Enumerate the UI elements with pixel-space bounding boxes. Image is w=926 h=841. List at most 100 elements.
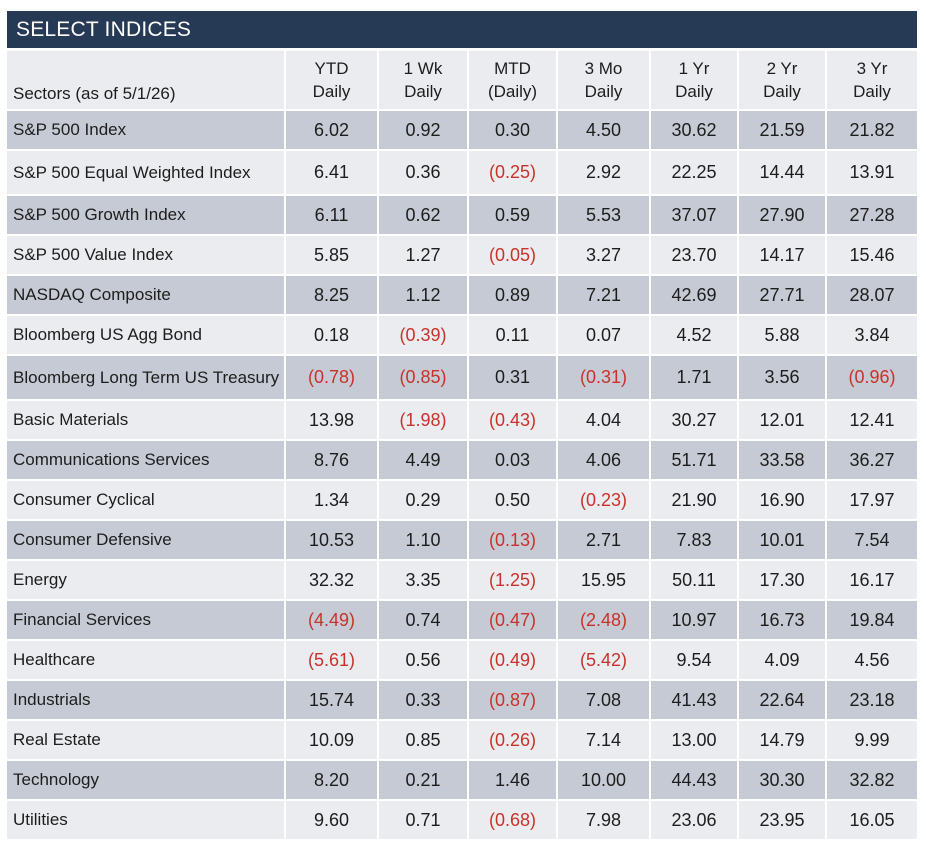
table-cell: 0.21: [379, 761, 469, 801]
table-cell: 13.91: [827, 151, 917, 196]
table-cell: 23.70: [651, 236, 739, 276]
table-cell: 8.76: [286, 441, 379, 481]
table-cell: 4.04: [558, 401, 651, 441]
table-cell: 4.50: [558, 111, 651, 151]
table-cell: 30.27: [651, 401, 739, 441]
table-cell: 21.82: [827, 111, 917, 151]
row-label: Energy: [7, 561, 286, 601]
table-cell: 17.30: [739, 561, 827, 601]
table-cell: 0.56: [379, 641, 469, 681]
table-cell: 6.11: [286, 196, 379, 236]
table-cell: 0.74: [379, 601, 469, 641]
table-cell: 4.09: [739, 641, 827, 681]
row-label: Bloomberg US Agg Bond: [7, 316, 286, 356]
table-cell: 6.02: [286, 111, 379, 151]
table-cell: 50.11: [651, 561, 739, 601]
table-cell: 13.00: [651, 721, 739, 761]
table-cell: 3.84: [827, 316, 917, 356]
table-cell: 27.90: [739, 196, 827, 236]
table-cell: 21.59: [739, 111, 827, 151]
table-cell: 23.95: [739, 801, 827, 841]
table-row: Real Estate 10.09 0.85 (0.26) 7.14 13.00 14.79…: [7, 721, 917, 761]
table-cell: 1.34: [286, 481, 379, 521]
table-cell: (0.49): [469, 641, 558, 681]
panel-title: SELECT INDICES: [16, 17, 192, 41]
table-row: Consumer Defensive 10.53 1.10 (0.13) 2.71 7.8…: [7, 521, 917, 561]
table-cell: 8.20: [286, 761, 379, 801]
table-row: S&P 500 Equal Weighted Index 6.41 0.36 (0.2…: [7, 151, 917, 196]
table-cell: (0.13): [469, 521, 558, 561]
table-cell: 23.06: [651, 801, 739, 841]
table-cell: 27.28: [827, 196, 917, 236]
table-row: S&P 500 Growth Index 6.11 0.62 0.59 5.53 37.0…: [7, 196, 917, 236]
table-cell: (0.96): [827, 356, 917, 401]
table-cell: (1.98): [379, 401, 469, 441]
table-cell: 15.95: [558, 561, 651, 601]
table-cell: 7.83: [651, 521, 739, 561]
column-header: 1 Wk Daily: [379, 51, 469, 111]
row-label: Utilities: [7, 801, 286, 841]
table-cell: 0.50: [469, 481, 558, 521]
column-header: 3 Mo Daily: [558, 51, 651, 111]
table-cell: 12.01: [739, 401, 827, 441]
table-row: S&P 500 Value Index 5.85 1.27 (0.05) 3.27 23.…: [7, 236, 917, 276]
row-label: Basic Materials: [7, 401, 286, 441]
table-cell: 0.31: [469, 356, 558, 401]
table-cell: 44.43: [651, 761, 739, 801]
table-cell: 1.27: [379, 236, 469, 276]
table-cell: 0.29: [379, 481, 469, 521]
table-row: Technology 8.20 0.21 1.46 10.00 44.43 30.30 32.…: [7, 761, 917, 801]
table-cell: 17.97: [827, 481, 917, 521]
table-cell: 14.44: [739, 151, 827, 196]
indices-table: Sectors (as of 5/1/26) YTD Daily 1 Wk Daily…: [7, 51, 917, 841]
table-cell: 14.17: [739, 236, 827, 276]
table-cell: 0.07: [558, 316, 651, 356]
table-cell: 0.30: [469, 111, 558, 151]
table-cell: (0.87): [469, 681, 558, 721]
table-cell: (0.68): [469, 801, 558, 841]
row-label: Financial Services: [7, 601, 286, 641]
table-cell: 16.17: [827, 561, 917, 601]
table-cell: 1.71: [651, 356, 739, 401]
table-cell: 36.27: [827, 441, 917, 481]
table-cell: 19.84: [827, 601, 917, 641]
table-cell: 0.59: [469, 196, 558, 236]
table-cell: 22.25: [651, 151, 739, 196]
table-cell: 1.10: [379, 521, 469, 561]
table-cell: 0.92: [379, 111, 469, 151]
row-label: Real Estate: [7, 721, 286, 761]
panel-title-bar: SELECT INDICES: [7, 11, 917, 48]
table-cell: 21.90: [651, 481, 739, 521]
table-cell: 15.74: [286, 681, 379, 721]
table-cell: 9.99: [827, 721, 917, 761]
row-label: S&P 500 Growth Index: [7, 196, 286, 236]
row-label: Communications Services: [7, 441, 286, 481]
column-header: 1 Yr Daily: [651, 51, 739, 111]
table-cell: 33.58: [739, 441, 827, 481]
column-header-basis: Daily: [584, 82, 623, 101]
table-row: NASDAQ Composite 8.25 1.12 0.89 7.21 42.69 27.…: [7, 276, 917, 316]
column-header-period: 2 Yr: [766, 59, 798, 78]
table-cell: 15.46: [827, 236, 917, 276]
table-cell: 7.14: [558, 721, 651, 761]
column-header-period: MTD: [494, 59, 531, 78]
table-row: Bloomberg Long Term US Treasury (0.78) (0.…: [7, 356, 917, 401]
table-cell: 28.07: [827, 276, 917, 316]
column-header: YTD Daily: [286, 51, 379, 111]
row-label: Industrials: [7, 681, 286, 721]
table-cell: 5.85: [286, 236, 379, 276]
table-row: Industrials 15.74 0.33 (0.87) 7.08 41.43 22.64…: [7, 681, 917, 721]
table-cell: 30.30: [739, 761, 827, 801]
table-cell: 1.46: [469, 761, 558, 801]
table-cell: 16.90: [739, 481, 827, 521]
table-cell: 0.33: [379, 681, 469, 721]
table-cell: (0.31): [558, 356, 651, 401]
column-header-period: 1 Yr: [678, 59, 710, 78]
column-header: MTD (Daily): [469, 51, 558, 111]
table-cell: 4.56: [827, 641, 917, 681]
table-row: Consumer Cyclical 1.34 0.29 0.50 (0.23) 21.90…: [7, 481, 917, 521]
header-sectors: Sectors (as of 5/1/26): [7, 51, 286, 111]
table-row: Financial Services (4.49) 0.74 (0.47) (2.48)…: [7, 601, 917, 641]
table-cell: 5.53: [558, 196, 651, 236]
column-header-basis: Daily: [312, 82, 351, 101]
